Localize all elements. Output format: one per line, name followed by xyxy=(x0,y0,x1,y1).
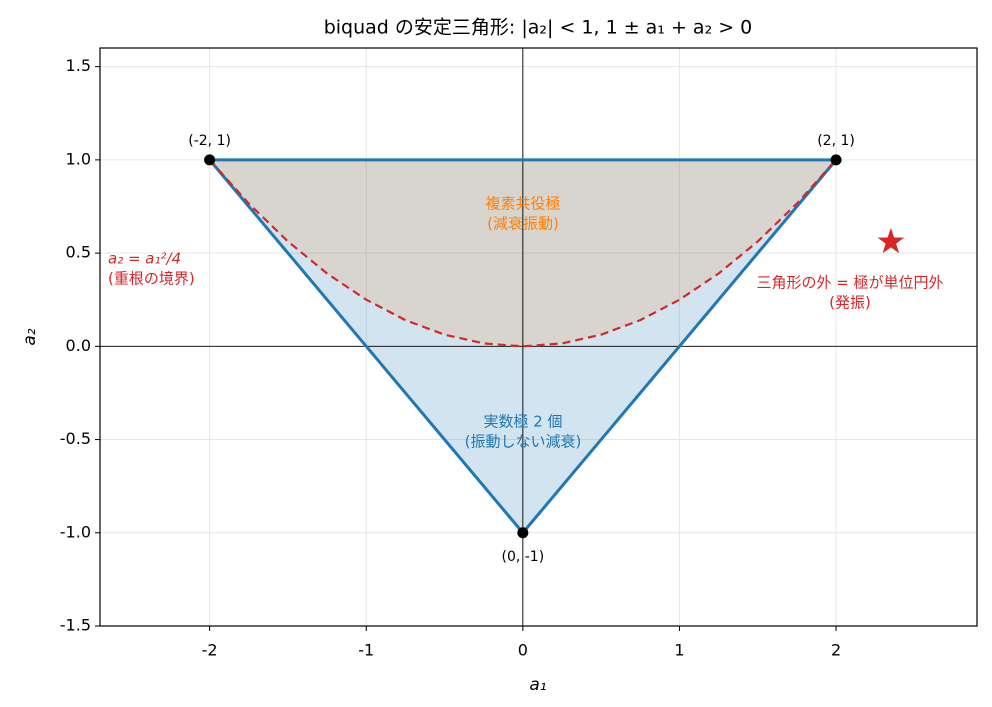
x-axis-label: a₁ xyxy=(529,675,546,695)
plot-frame xyxy=(99,47,978,627)
vertex xyxy=(204,154,216,166)
x-tick-label: 1 xyxy=(674,641,684,660)
annotation: (振動しない減衰) xyxy=(465,433,582,451)
y-tick-label: 1.0 xyxy=(66,149,91,168)
y-tick-label: 0.5 xyxy=(66,243,91,262)
x-tick-label: -1 xyxy=(358,641,374,660)
annotation: 実数極 2 個 xyxy=(483,413,562,431)
vertex-label: (-2, 1) xyxy=(188,133,231,149)
annotation: 複素共役極 xyxy=(485,195,560,213)
vertex-label: (0, -1) xyxy=(501,549,544,565)
x-tick-label: -2 xyxy=(202,641,218,660)
x-tick-label: 0 xyxy=(518,641,528,660)
chart-title: biquad の安定三角形: |a₂| < 1, 1 ± a₁ + a₂ > 0 xyxy=(324,17,753,39)
triangle-boundary xyxy=(208,158,838,535)
y-tick-label: -1.0 xyxy=(60,522,91,541)
x-tick-label: 2 xyxy=(831,641,841,660)
y-tick-label: 0.0 xyxy=(66,336,91,355)
annotation: (発振) xyxy=(829,294,871,312)
annotation: a₂ = a₁²/4 xyxy=(108,250,181,268)
star-marker xyxy=(877,227,905,254)
y-tick-label: -0.5 xyxy=(60,429,91,448)
annotation: (重根の境界) xyxy=(108,270,195,288)
y-tick-label: 1.5 xyxy=(66,56,91,75)
y-axis-label: a₂ xyxy=(20,328,40,345)
vertex xyxy=(830,154,842,166)
annotation: (減衰振動) xyxy=(487,215,559,233)
annotation: 三角形の外 = 極が単位円外 xyxy=(756,274,943,292)
vertex-label: (2, 1) xyxy=(817,133,855,149)
y-tick-label: -1.5 xyxy=(60,616,91,635)
double-root-curve xyxy=(208,159,837,348)
vertex xyxy=(517,527,529,539)
